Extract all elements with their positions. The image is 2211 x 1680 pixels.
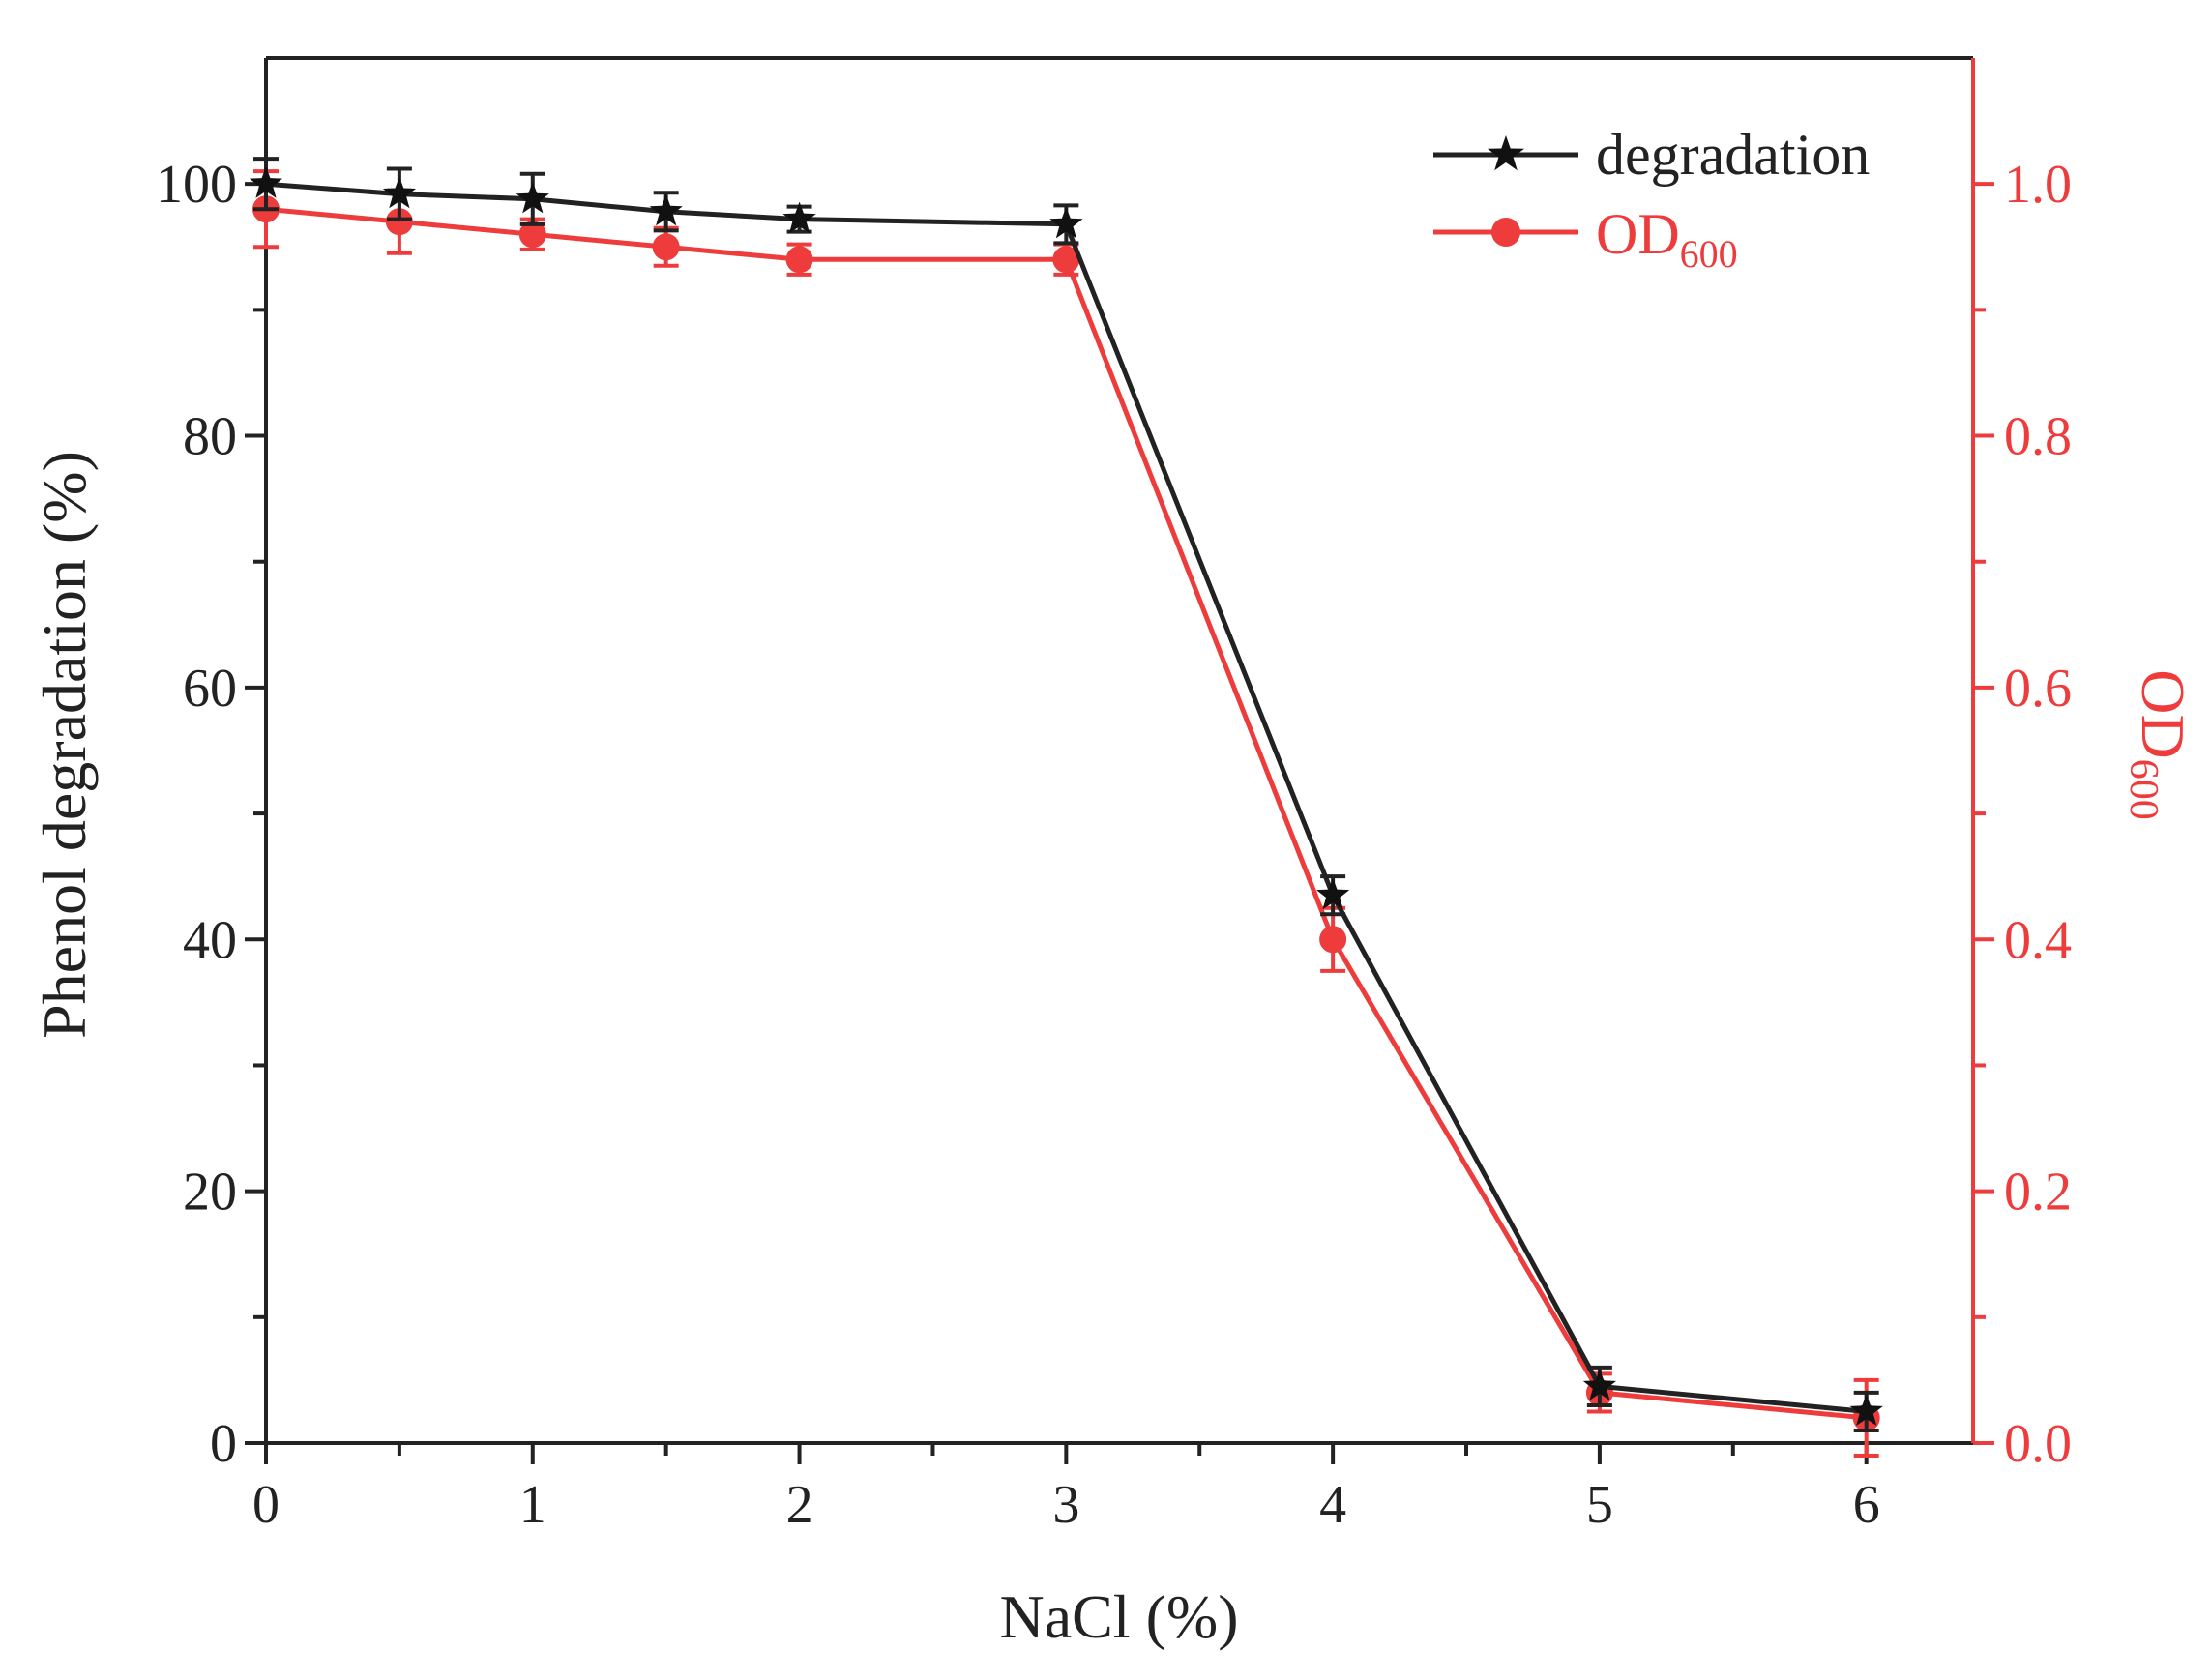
x-tick-label: 0: [252, 1475, 280, 1535]
right-y-tick-label: 0.2: [2004, 1163, 2072, 1223]
right-y-tick-label: 0.8: [2004, 407, 2072, 467]
od600-circle-point: [518, 221, 546, 249]
x-axis-title: NaCl (%): [999, 1582, 1238, 1651]
right-y-axis-title-main: OD: [2129, 669, 2197, 758]
left-y-tick-label: 0: [210, 1414, 237, 1474]
x-tick-label: 3: [1052, 1475, 1079, 1535]
degradation-star-point: [1849, 1394, 1883, 1426]
x-tick-label: 2: [786, 1475, 813, 1535]
series-layer: [249, 157, 1883, 1459]
right-y-axis-title: OD600: [2121, 669, 2197, 819]
left-y-axis-title: Phenol degradation (%): [30, 451, 99, 1039]
legend-od600-label: OD600: [1596, 202, 1738, 276]
legend-od600-circle-marker: [1491, 218, 1520, 247]
od600-circle-point: [652, 233, 680, 261]
degradation-star-point: [649, 193, 683, 226]
left-y-tick-label: 100: [156, 155, 237, 215]
od600-circle-point: [785, 246, 813, 274]
x-tick-label: 4: [1319, 1475, 1346, 1535]
x-tick-label: 5: [1586, 1475, 1613, 1535]
od600-circle-point: [1319, 926, 1347, 954]
right-y-tick-label: 0.6: [2004, 659, 2072, 719]
degradation-line: [265, 181, 1867, 1414]
legend-degradation-label: degradation: [1596, 123, 1870, 187]
left-y-tick-label: 80: [183, 407, 237, 467]
right-y-tick-label: 0.4: [2004, 910, 2072, 970]
degradation-star-point: [382, 176, 416, 209]
od600-circle-point: [1052, 246, 1080, 274]
x-tick-label: 1: [519, 1475, 546, 1535]
od600-series: [252, 169, 1880, 1459]
od600-circle-point: [385, 208, 413, 236]
degradation-star-point: [516, 181, 549, 214]
left-y-tick-label: 60: [183, 659, 237, 719]
right-y-tick-label: 0.0: [2004, 1414, 2072, 1474]
degradation-star-point: [1582, 1369, 1616, 1400]
right-y-tick-label: 1.0: [2004, 155, 2072, 215]
left-y-tick-label: 40: [183, 910, 237, 970]
degradation-star-point: [249, 166, 283, 198]
degradation-star-point: [1316, 877, 1350, 910]
degradation-series: [249, 157, 1883, 1432]
degradation-star-point: [782, 201, 816, 234]
legend-degradation-star-marker: [1488, 135, 1524, 171]
legend-od600-label-subscript: 600: [1680, 232, 1738, 276]
legend: degradation OD600: [1433, 123, 1870, 276]
od600-line: [265, 206, 1867, 1421]
x-tick-label: 6: [1853, 1475, 1880, 1535]
right-y-axis-title-subscript: 600: [2121, 759, 2166, 820]
degradation-star-point: [1049, 206, 1083, 239]
legend-od600-label-main: OD: [1596, 202, 1680, 266]
left-y-tick-label: 20: [183, 1163, 237, 1223]
